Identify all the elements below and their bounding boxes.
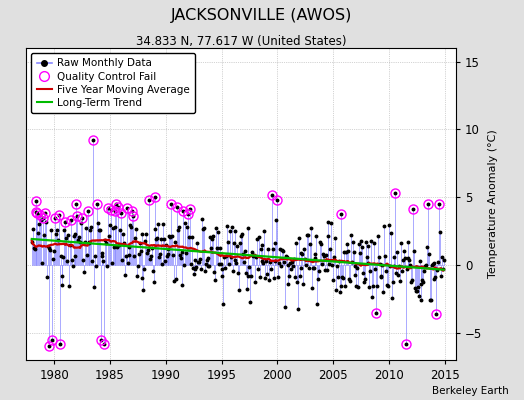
Y-axis label: Temperature Anomaly (°C): Temperature Anomaly (°C) <box>488 130 498 278</box>
Text: Berkeley Earth: Berkeley Earth <box>432 386 508 396</box>
Text: JACKSONVILLE (AWOS): JACKSONVILLE (AWOS) <box>171 8 353 23</box>
Title: 34.833 N, 77.617 W (United States): 34.833 N, 77.617 W (United States) <box>136 35 346 48</box>
Legend: Raw Monthly Data, Quality Control Fail, Five Year Moving Average, Long-Term Tren: Raw Monthly Data, Quality Control Fail, … <box>31 53 195 113</box>
